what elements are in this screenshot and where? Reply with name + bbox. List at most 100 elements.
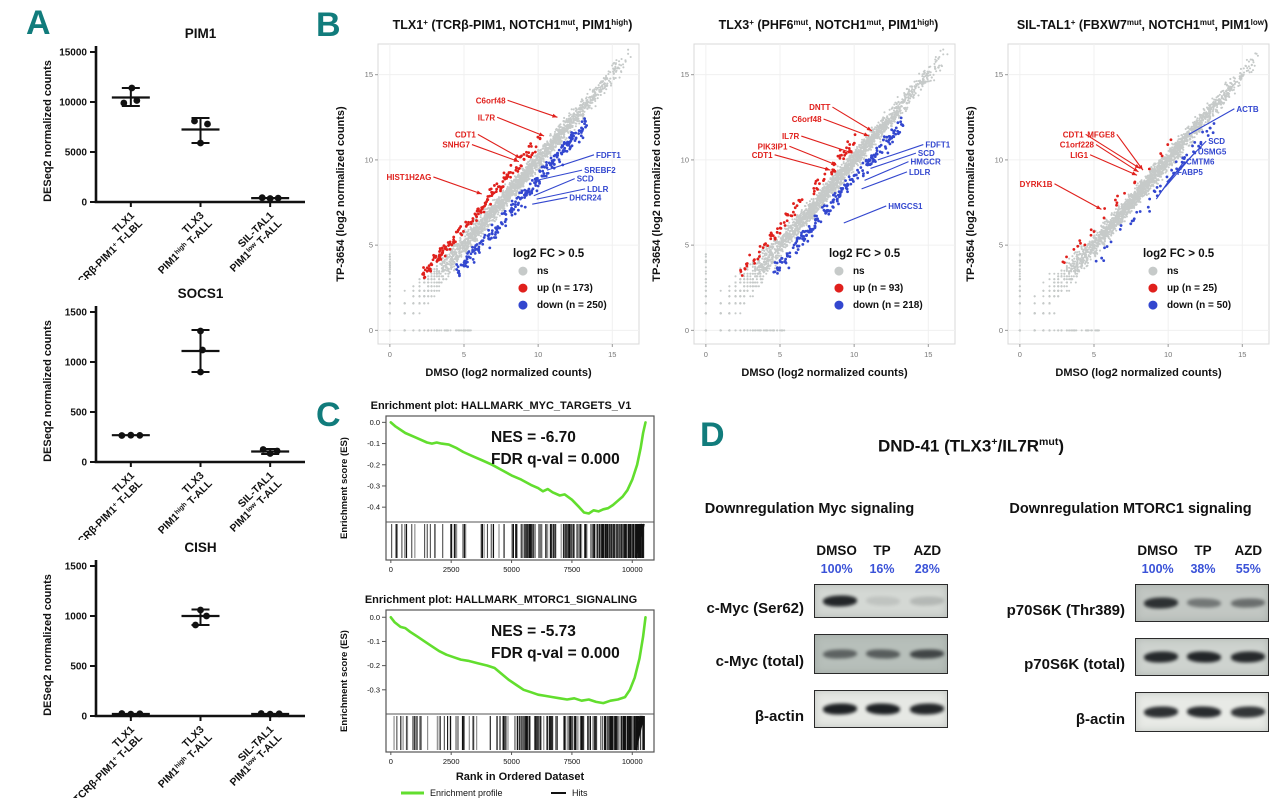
lane-label-azd: AZD	[913, 542, 942, 558]
svg-text:ns: ns	[537, 266, 549, 277]
lane-label-tp: TP	[873, 542, 891, 558]
myc-subtitle: Downregulation Myc signaling	[704, 500, 915, 517]
svg-text:DESeq2 normalized counts: DESeq2 normalized counts	[42, 320, 54, 462]
western-blot-image	[1135, 691, 1269, 732]
lane-label-dmso: DMSO	[1137, 542, 1178, 558]
protein-band	[822, 594, 858, 607]
svg-text:1500: 1500	[65, 308, 88, 319]
svg-text:SNHG7: SNHG7	[442, 141, 470, 150]
protein-band	[1143, 596, 1179, 609]
panel-a-label: A	[26, 4, 51, 42]
gsea-myc-plot: Enrichment plot: HALLMARK_MYC_TARGETS_V1…	[336, 398, 666, 594]
blot-row-label: p70S6K (total)	[1024, 656, 1125, 674]
svg-text:1000: 1000	[65, 612, 88, 623]
svg-text:15: 15	[608, 350, 616, 359]
svg-text:1500: 1500	[65, 562, 88, 573]
gsea-mtorc1-plot: Enrichment plot: HALLMARK_MTORC1_SIGNALI…	[336, 592, 666, 801]
svg-text:DMSO (log2 normalized counts): DMSO (log2 normalized counts)	[425, 367, 592, 379]
svg-text:TLX1+ (TCRβ-PIM1, NOTCH1mut, P: TLX1+ (TCRβ-PIM1, NOTCH1mut, PIM1high)	[393, 18, 633, 32]
protein-band	[909, 648, 945, 659]
panel-b-label: B	[316, 6, 341, 44]
dnd41-title: DND-41 (TLX3+/IL7Rmut)	[877, 436, 1065, 456]
protein-band	[1230, 650, 1266, 663]
protein-band	[1187, 597, 1222, 608]
mtorc1-signaling-column: Downregulation MTORC1 signaling DMSO TP …	[983, 501, 1278, 748]
blot-row-label: c-Myc (total)	[715, 653, 804, 671]
svg-text:10: 10	[534, 350, 542, 359]
svg-text:DHCR24: DHCR24	[569, 193, 602, 202]
lane-label-azd: AZD	[1234, 542, 1263, 558]
lane-header-row: DMSO TP AZD	[1135, 543, 1271, 562]
protein-band	[1230, 597, 1266, 608]
cish-dotplot: CISH DESeq2 normalized counts 0 500 1000 1500…	[38, 538, 313, 801]
svg-text:CISH: CISH	[184, 540, 216, 555]
gsea-mtorc1-svg: Enrichment plot: HALLMARK_MTORC1_SIGNALI…	[339, 594, 655, 798]
svg-text:SOCS1: SOCS1	[178, 286, 224, 301]
myc-signaling-column: Downregulation Myc signaling DMSO TP AZD…	[662, 501, 957, 748]
protein-band	[1143, 705, 1179, 718]
svg-text:up (n = 173): up (n = 173)	[537, 283, 593, 294]
band-percentage: 100%	[1141, 561, 1174, 576]
percentage-row: 100% 16% 28%	[814, 562, 950, 584]
svg-text:FDFT1: FDFT1	[596, 151, 621, 160]
svg-text:HIST1H2AG: HIST1H2AG	[386, 173, 431, 182]
spacer	[662, 572, 814, 573]
western-blot-image	[1135, 583, 1269, 622]
svg-text:down (n = 250): down (n = 250)	[537, 300, 607, 311]
western-blot-image	[814, 583, 948, 618]
dotplot-pim1-svg: PIM1 DESeq2 normalized counts 0 5000 10000 15…	[42, 26, 305, 292]
socs1-dotplot: SOCS1 DESeq2 normalized counts 0 500 1000 150…	[38, 284, 313, 552]
svg-text:0: 0	[388, 350, 392, 359]
svg-text:15: 15	[365, 70, 373, 79]
svg-text:500: 500	[70, 408, 87, 419]
tlx1-scatter-plot: TLX1+ (TCRβ-PIM1, NOTCH1mut, PIM1high) C6…	[332, 14, 647, 396]
western-blot-image	[814, 633, 948, 674]
blot-row-label: p70S6K (Thr389)	[1006, 602, 1125, 620]
svg-text:TLX3+ (PHF6mut, NOTCH1mut, PIM: TLX3+ (PHF6mut, NOTCH1mut, PIM1high)	[719, 18, 939, 32]
svg-text:TP-3654 (log2 normalized count: TP-3654 (log2 normalized counts)	[335, 106, 347, 282]
scatter-siltal1-svg: SIL-TAL1+ (FBXW7mut, NOTCH1mut, PIM1low)…	[965, 18, 1270, 379]
percentage-row: 100% 38% 55%	[1135, 562, 1271, 584]
panel-d-westerns: DND-41 (TLX3+/IL7Rmut) Downregulation My…	[662, 436, 1280, 748]
svg-text:15000: 15000	[59, 48, 87, 59]
svg-text:TCRβ-PIM1+ T-LBL: TCRβ-PIM1+ T-LBL	[71, 217, 145, 280]
svg-text:LDLR: LDLR	[587, 185, 609, 194]
svg-text:SCD: SCD	[577, 175, 594, 184]
svg-text:0: 0	[81, 198, 87, 209]
svg-text:TCRβ-PIM1+ T-LBL: TCRβ-PIM1+ T-LBL	[71, 731, 145, 798]
spacer	[662, 552, 814, 553]
svg-text:500: 500	[70, 662, 87, 673]
svg-text:SREBF2: SREBF2	[584, 166, 616, 175]
protein-band	[1187, 705, 1222, 718]
protein-band	[1230, 705, 1266, 718]
scatter-tlx3-svg: TLX3+ (PHF6mut, NOTCH1mut, PIM1high)DNTT…	[651, 18, 956, 379]
gsea-myc-svg: Enrichment plot: HALLMARK_MYC_TARGETS_V1…	[339, 400, 655, 574]
protein-band	[822, 648, 858, 659]
siltal1-scatter-plot: SIL-TAL1+ (FBXW7mut, NOTCH1mut, PIM1low)…	[962, 14, 1277, 396]
dotplot-socs1-svg: SOCS1 DESeq2 normalized counts 0 500 1000 150…	[42, 286, 305, 552]
svg-text:1000: 1000	[65, 358, 88, 369]
spacer	[983, 552, 1135, 553]
western-blot-image	[814, 689, 948, 728]
svg-text:0: 0	[81, 712, 87, 723]
lane-header-row: DMSO TP AZD	[814, 543, 950, 562]
svg-text:C6orf48: C6orf48	[476, 96, 506, 105]
tlx3-scatter-plot: TLX3+ (PHF6mut, NOTCH1mut, PIM1high) DNTT…	[648, 14, 963, 396]
svg-text:DESeq2 normalized counts: DESeq2 normalized counts	[42, 574, 54, 716]
protein-band	[909, 702, 945, 715]
svg-text:5: 5	[369, 241, 373, 250]
dotplot-cish-svg: CISH DESeq2 normalized counts 0 500 1000 1500…	[42, 540, 305, 801]
band-percentage: 55%	[1235, 561, 1261, 576]
protein-band	[866, 648, 901, 659]
protein-band	[1143, 650, 1179, 663]
blot-row-label: c-Myc (Ser62)	[706, 600, 804, 618]
lane-label-dmso: DMSO	[816, 542, 857, 558]
svg-text:0: 0	[369, 326, 373, 335]
protein-band	[822, 702, 858, 715]
protein-band	[1187, 650, 1222, 663]
spacer	[983, 572, 1135, 573]
svg-text:TCRβ-PIM1+ T-LBL: TCRβ-PIM1+ T-LBL	[71, 477, 145, 540]
band-percentage: 16%	[869, 561, 895, 576]
mtorc1-subtitle: Downregulation MTORC1 signaling	[1009, 500, 1252, 517]
